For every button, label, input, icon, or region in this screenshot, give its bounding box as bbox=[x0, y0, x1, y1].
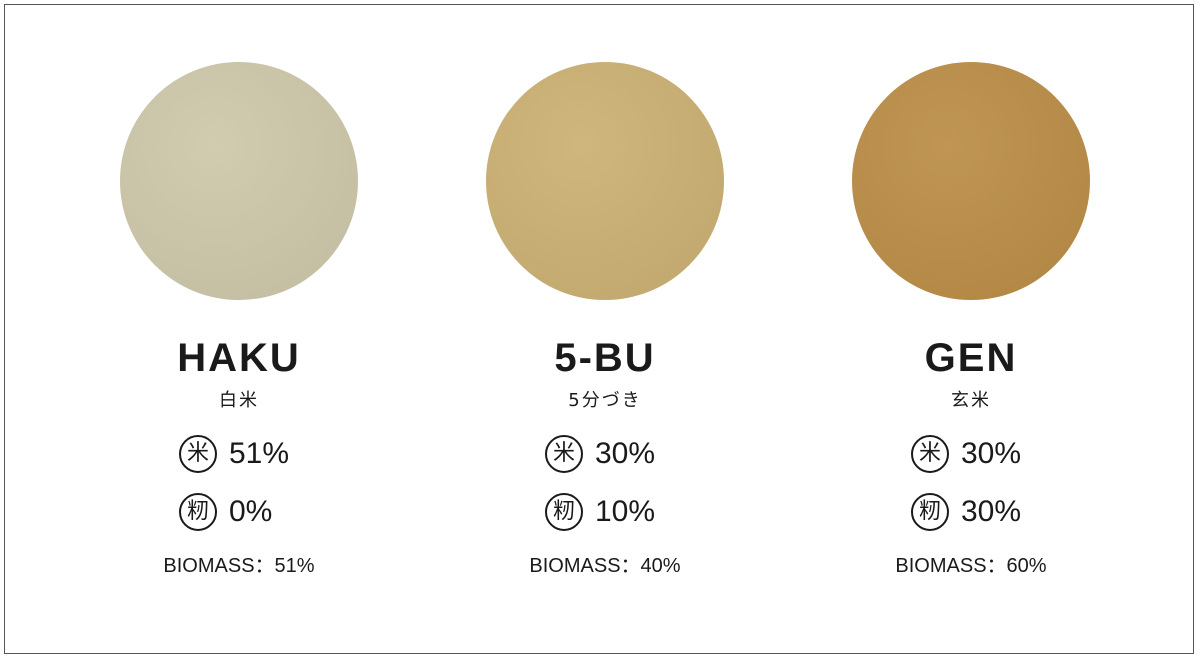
biomass-label: BIOMASS：51% bbox=[163, 555, 315, 577]
husk-row: 籾 10% bbox=[545, 492, 665, 532]
rice-icon: 米 bbox=[911, 435, 949, 473]
rice-icon: 米 bbox=[179, 435, 217, 473]
product-subtitle: 5分づき bbox=[568, 390, 642, 411]
product-column: GEN 玄米米 30% 籾 30% BIOMASS：60% bbox=[788, 5, 1154, 578]
husk-row: 籾 0% bbox=[179, 492, 299, 532]
product-column: HAKU 白米米 51% 籾 0% BIOMASS：51% bbox=[56, 5, 422, 578]
product-name: HAKU bbox=[177, 336, 301, 380]
rice-percent: 30% bbox=[595, 437, 656, 470]
color-swatch bbox=[120, 62, 358, 300]
rice-percent: 51% bbox=[229, 437, 290, 470]
product-column: 5-BU 5分づき米 30% 籾 10% BIOMASS：40% bbox=[422, 5, 788, 578]
frame: HAKU 白米米 51% 籾 0% BIOMASS：51% 5-BU 5分づき米 30% 籾 10%… bbox=[4, 4, 1194, 654]
husk-icon: 籾 bbox=[545, 493, 583, 531]
rice-row: 米 30% bbox=[545, 434, 665, 474]
product-name: 5-BU bbox=[554, 336, 656, 380]
rice-row: 米 51% bbox=[179, 434, 299, 474]
husk-percent: 10% bbox=[595, 495, 656, 528]
husk-percent: 30% bbox=[961, 495, 1022, 528]
husk-icon: 籾 bbox=[911, 493, 949, 531]
color-swatch bbox=[852, 62, 1090, 300]
color-swatch bbox=[486, 62, 724, 300]
product-subtitle: 白米 bbox=[219, 390, 259, 411]
product-name: GEN bbox=[924, 336, 1018, 380]
husk-percent: 0% bbox=[229, 495, 273, 528]
husk-row: 籾 30% bbox=[911, 492, 1031, 532]
rice-percent: 30% bbox=[961, 437, 1022, 470]
rice-row: 米 30% bbox=[911, 434, 1031, 474]
husk-icon: 籾 bbox=[179, 493, 217, 531]
product-subtitle: 玄米 bbox=[951, 390, 991, 411]
biomass-label: BIOMASS：60% bbox=[895, 555, 1047, 577]
rice-icon: 米 bbox=[545, 435, 583, 473]
biomass-label: BIOMASS：40% bbox=[529, 555, 681, 577]
